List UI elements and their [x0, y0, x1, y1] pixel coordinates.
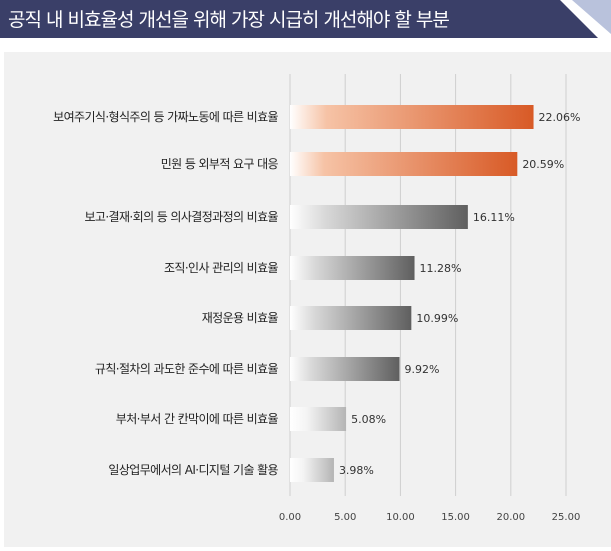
x-tick-label: 15.00 [441, 512, 470, 523]
value-label: 20.59% [522, 158, 564, 171]
value-label: 22.06% [539, 111, 581, 124]
category-label: 조직·인사 관리의 비효율 [164, 261, 279, 275]
value-label: 16.11% [473, 211, 515, 224]
bar [290, 306, 412, 330]
category-label: 일상업무에서의 AI·디지털 기술 활용 [108, 463, 278, 477]
category-label: 부처·부서 간 칸막이에 따른 비효율 [116, 412, 279, 426]
category-label: 재정운용 비효율 [202, 311, 279, 325]
value-label: 3.98% [339, 464, 374, 477]
bar [290, 205, 468, 229]
bar [290, 407, 347, 431]
category-label: 보여주기식·형식주의 등 가짜노동에 따른 비효율 [53, 110, 278, 124]
x-tick-label: 0.00 [279, 512, 301, 523]
bar [290, 458, 334, 482]
value-label: 11.28% [420, 262, 462, 275]
category-label: 보고·결재·회의 등 의사결정과정의 비효율 [84, 210, 278, 224]
title-bar: 공직 내 비효율성 개선을 위해 가장 시급히 개선해야 할 부분 [0, 0, 611, 38]
x-tick-label: 25.00 [552, 512, 581, 523]
chart-area: 0.00 5.00 10.00 15.00 20.00 25.00 보여주기식·형식주의 등… [4, 52, 611, 547]
bar-chart: 0.00 5.00 10.00 15.00 20.00 25.00 보여주기식·형식주의 등… [53, 74, 581, 523]
value-label: 10.99% [416, 312, 458, 325]
bar [290, 256, 415, 280]
category-label: 민원 등 외부적 요구 대응 [161, 157, 279, 171]
category-label: 규칙·절차의 과도한 준수에 따른 비효율 [95, 362, 279, 376]
value-label: 9.92% [405, 363, 440, 376]
title-banner-shape [0, 0, 611, 38]
x-tick-label: 20.00 [496, 512, 525, 523]
x-tick-label: 5.00 [334, 512, 356, 523]
bar [290, 357, 400, 381]
value-label: 5.08% [351, 413, 386, 426]
bar [290, 152, 518, 176]
x-tick-label: 10.00 [386, 512, 415, 523]
bar [290, 105, 534, 129]
chart-title: 공직 내 비효율성 개선을 위해 가장 시급히 개선해야 할 부분 [8, 9, 450, 31]
